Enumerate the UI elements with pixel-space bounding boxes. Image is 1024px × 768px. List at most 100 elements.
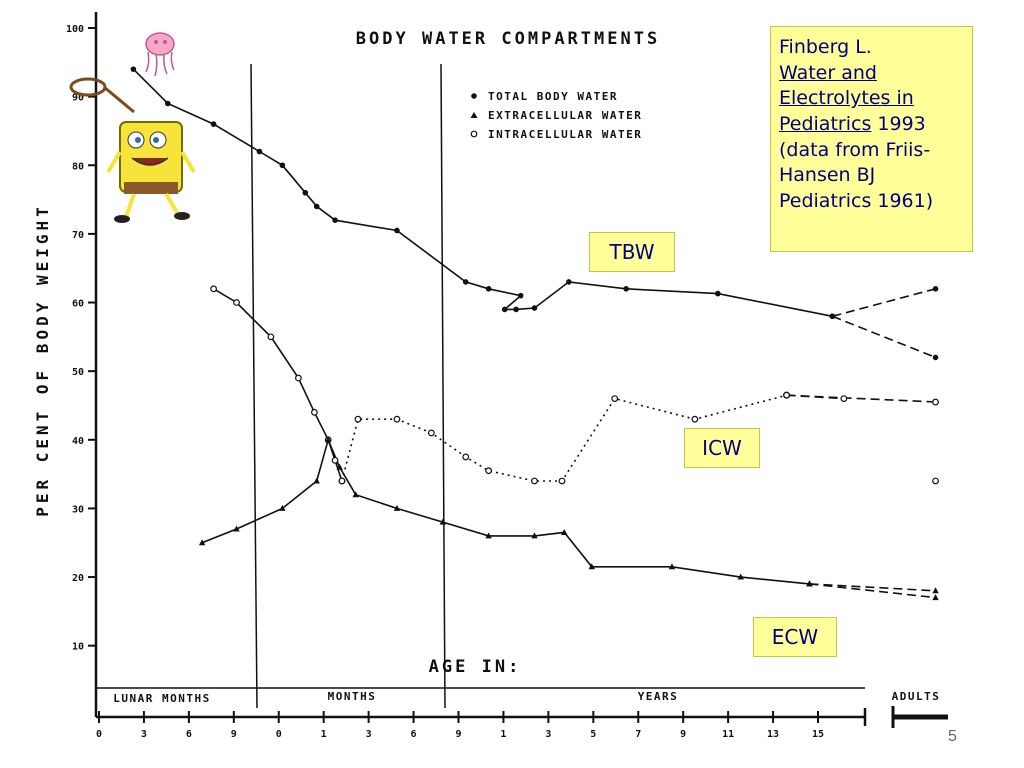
- point-icw: [311, 408, 318, 416]
- trend-dashed-ecw: [809, 583, 936, 599]
- x-tick-label: 15: [812, 729, 824, 740]
- point-ecw: [198, 539, 206, 546]
- x-section-years: YEARS: [638, 690, 679, 703]
- point-icw: [354, 415, 362, 423]
- point-tbw: [462, 279, 469, 285]
- point-ecw: [932, 587, 939, 594]
- legend: TOTAL BODY WATER EXTRACELLULAR WATER INT…: [470, 90, 642, 141]
- slide-number: 5: [948, 728, 957, 745]
- point-tbw: [279, 162, 286, 169]
- legend-label-tbw: TOTAL BODY WATER: [488, 90, 618, 103]
- x-tick-label: 0: [96, 729, 102, 740]
- y-tick-label: 60: [72, 299, 84, 310]
- legend-label-ecw: EXTRACELLULAR WATER: [488, 109, 642, 122]
- net-icon: [69, 77, 135, 114]
- x-section-months: MONTHS: [328, 690, 377, 703]
- point-ecw: [932, 594, 939, 601]
- point-tbw: [210, 121, 217, 127]
- x-tick-label: 3: [545, 729, 551, 740]
- y-tick-label: 100: [66, 24, 84, 35]
- y-tick-label: 70: [72, 230, 84, 241]
- series-points: [130, 66, 939, 601]
- point-ecw: [439, 518, 446, 525]
- y-tick-label: 50: [72, 367, 84, 378]
- point-ecw: [588, 563, 595, 570]
- citation-box: Finberg L. Water and Electrolytes in Ped…: [770, 26, 973, 252]
- point-tbw: [302, 189, 309, 196]
- legend-marker-tbw: [471, 93, 477, 99]
- point-ecw: [279, 504, 286, 511]
- x-tick-label: 5: [590, 729, 596, 740]
- point-tbw: [566, 279, 572, 285]
- point-icw: [840, 395, 848, 403]
- point-tbw: [485, 286, 492, 292]
- x-tick-label: 9: [680, 729, 686, 740]
- x-axis-ticks: 0 3 6 9 0 1 3 6 9 1 3 5 7 9 11 13 15: [96, 711, 824, 740]
- x-tick-label: 7: [635, 729, 641, 740]
- point-icw: [331, 456, 339, 464]
- point-ecw: [737, 573, 744, 580]
- x-tick-label: 13: [767, 729, 779, 740]
- point-tbw: [313, 203, 320, 210]
- point-icw: [393, 415, 401, 423]
- point-ecw: [531, 532, 538, 539]
- citation-title-link[interactable]: Water and Electrolytes in Pediatrics: [779, 61, 914, 135]
- y-tick-label: 90: [72, 93, 84, 104]
- x-section-lunar: LUNAR MONTHS: [113, 692, 210, 705]
- point-icw: [210, 285, 217, 293]
- jellyfish-icon: [145, 32, 175, 77]
- legend-marker-icw: [470, 130, 478, 138]
- point-tbw: [164, 100, 171, 107]
- x-tick-label: 9: [231, 729, 237, 740]
- x-tick-label: 11: [722, 729, 734, 740]
- x-section-adults: ADULTS: [892, 690, 941, 703]
- legend-marker-ecw: [470, 112, 478, 118]
- point-ecw: [324, 436, 332, 443]
- y-tick-label: 30: [72, 504, 84, 515]
- trend-dashed-tbw: [832, 288, 936, 318]
- point-ecw: [668, 563, 676, 570]
- point-icw: [427, 429, 435, 437]
- trend-line-icw: [213, 288, 343, 482]
- y-tick-label: 20: [72, 573, 84, 584]
- point-icw: [531, 477, 538, 485]
- point-ecw: [561, 528, 568, 535]
- point-icw: [294, 374, 302, 382]
- y-tick-label: 80: [72, 161, 84, 172]
- x-tick-label: 9: [455, 729, 461, 740]
- series-label-ecw: ECW: [753, 617, 837, 657]
- citation-year: 1993: [877, 112, 926, 135]
- point-icw: [932, 398, 939, 406]
- x-tick-label: 3: [366, 729, 372, 740]
- trend-dotted-icw: [341, 394, 787, 482]
- series-label-icw: ICW: [684, 428, 760, 468]
- point-ecw: [485, 532, 492, 539]
- point-icw: [611, 395, 619, 403]
- point-tbw: [531, 305, 538, 311]
- point-icw: [233, 299, 240, 306]
- chart-title: BODY WATER COMPARTMENTS: [356, 29, 660, 49]
- point-icw: [485, 467, 493, 475]
- trend-dashed-tbw: [832, 315, 936, 359]
- point-icw: [691, 415, 699, 423]
- divider-birth: [250, 63, 258, 709]
- point-tbw: [623, 286, 629, 292]
- point-tbw: [130, 66, 137, 72]
- point-tbw: [715, 290, 721, 297]
- x-tick-label: 1: [321, 729, 327, 740]
- point-icw: [267, 333, 275, 341]
- x-tick-label: 6: [186, 729, 192, 740]
- legend-label-icw: INTRACELLULAR WATER: [488, 128, 642, 141]
- point-tbw: [394, 227, 400, 234]
- y-axis-ticks: 10 20 30 40 50 60 70 80 90 100: [66, 24, 96, 653]
- point-ecw: [806, 580, 813, 587]
- point-tbw: [517, 292, 524, 299]
- point-ecw: [352, 491, 359, 498]
- trend-line-tbw: [132, 68, 833, 318]
- y-axis-label: PER CENT OF BODY WEIGHT: [33, 203, 52, 517]
- x-tick-label: 0: [276, 729, 282, 740]
- trend-line-ecw: [201, 437, 810, 585]
- point-icw: [558, 477, 566, 485]
- point-ecw: [233, 525, 240, 532]
